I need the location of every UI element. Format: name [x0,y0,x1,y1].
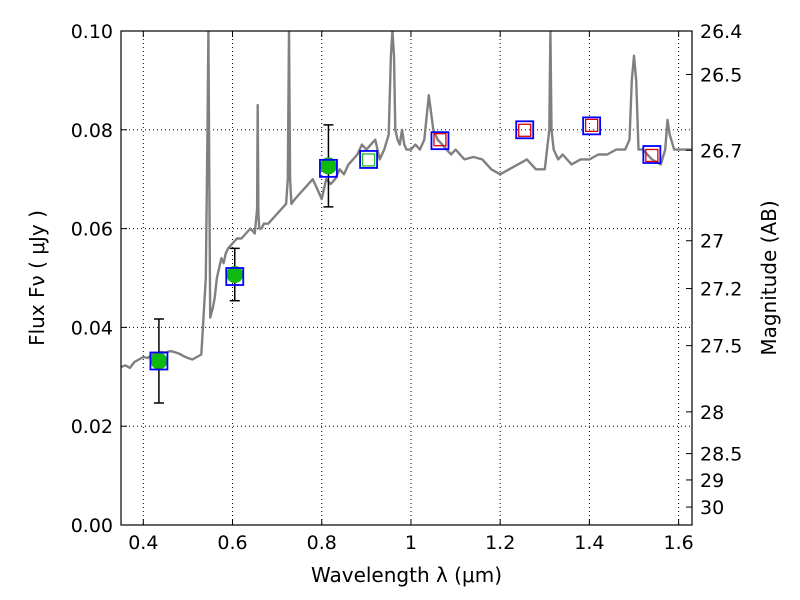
y2-tick-label: 28.5 [700,444,742,466]
model-band-square [359,150,378,169]
model-band-square [642,145,662,164]
y2-tick-label: 27.5 [700,336,742,358]
x-tick-label: 1.2 [485,532,515,554]
model-band-square [582,116,602,136]
upper-limit-square [361,153,376,167]
upper-limit-square [645,148,659,163]
x-tick-label: 0.8 [307,532,337,554]
x-tick-label: 0.6 [217,532,247,554]
y2-tick-label: 30 [700,497,724,519]
plot-frame [120,30,693,526]
model-band-square [430,131,450,151]
model-spectrum-line [121,31,692,370]
y-tick-label: 0.04 [71,317,113,339]
model-band-square [225,267,245,286]
y2-tick-label: 28 [700,402,724,424]
y-tick-label: 0.10 [71,21,113,43]
plot-area [121,31,692,404]
y-tick-label: 0.00 [71,515,113,537]
x-tick-label: 1.6 [664,532,694,554]
x-axis: 0.4 0.6 0.8 1 1.2 1.4 1.6 [128,31,694,554]
model-band-square [515,120,535,140]
x-tick-label: 0.4 [128,532,158,554]
detection-point [150,352,168,370]
model-band-square [319,158,338,178]
y-tick-label: 0.06 [71,219,113,241]
y-tick-label: 0.08 [71,120,113,142]
right-magnitude-axis: 26.4 26.5 26.7 27 27.2 27.5 28 28.5 29 30 [686,21,742,519]
model-band-square [149,351,169,371]
y2-tick-label: 26.7 [700,140,742,162]
y-tick-label: 0.02 [71,416,113,438]
y2-tick-label: 27.2 [700,279,742,301]
y2-tick-label: 26.5 [700,64,742,86]
x-tick-label: 1 [405,532,417,554]
y2-tick-label: 26.4 [700,21,742,43]
y2-tick-label: 27 [700,231,724,253]
upper-limit-square [518,123,532,137]
detection-point [226,266,244,284]
y-axis: 0.00 0.02 0.04 0.06 0.08 0.10 [71,21,127,537]
y2-tick-label: 29 [700,470,724,492]
upper-limit-square [584,118,599,133]
y-axis-label: Flux Fν ( μJy ) [25,210,49,346]
x-axis-label: Wavelength λ (μm) [311,563,502,587]
right-axis-label: Magnitude (AB) [757,200,781,355]
upper-limit-square [433,133,447,147]
x-tick-label: 1.4 [574,532,604,554]
